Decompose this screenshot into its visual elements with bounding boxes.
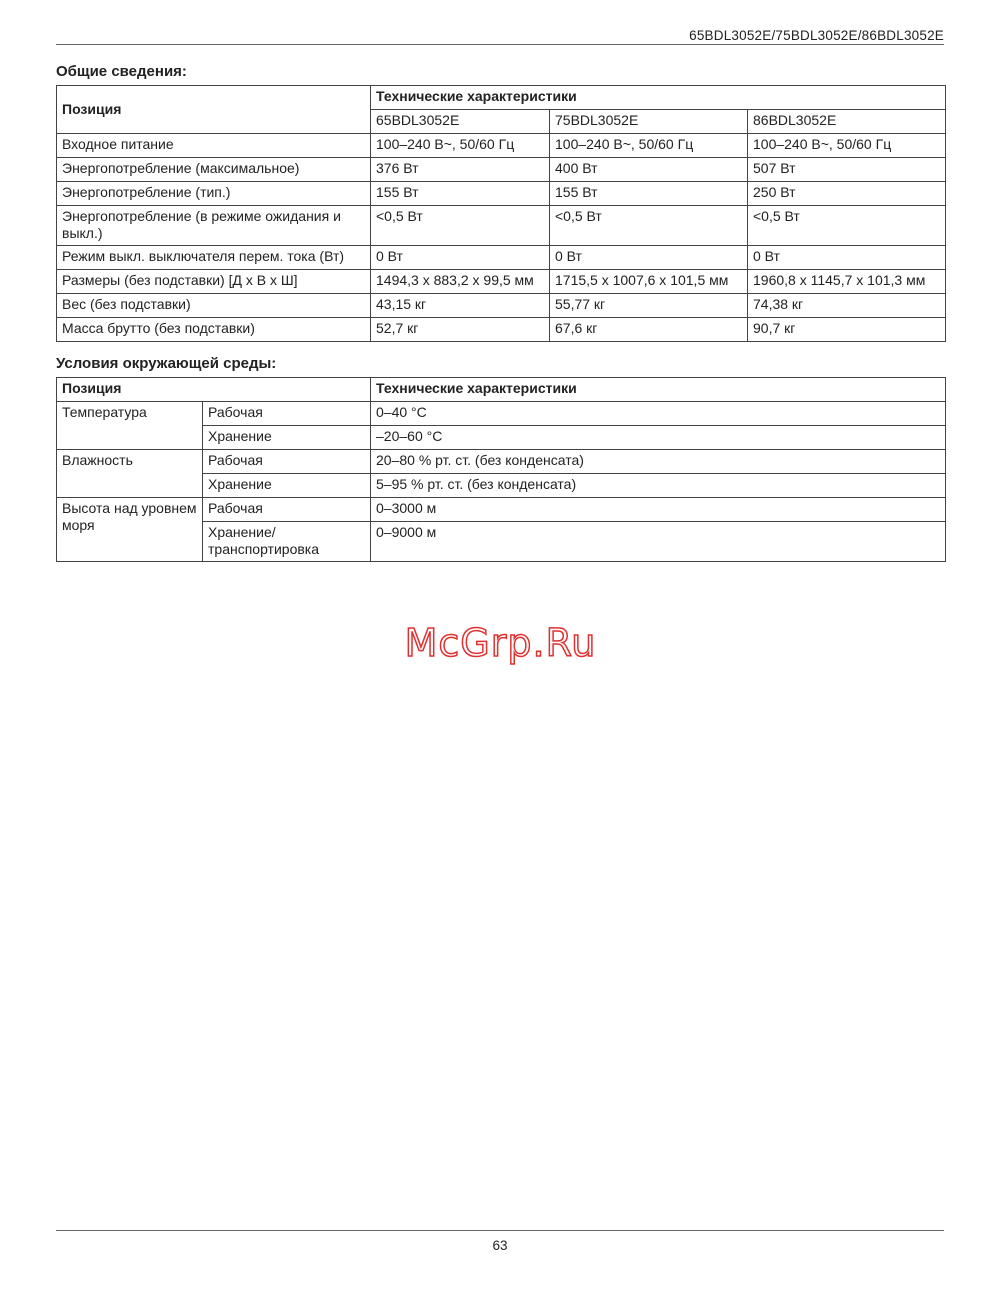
table-row: Входное питание 100–240 В~, 50/60 Гц 100–2… — [56, 133, 947, 158]
cell-value: 250 Вт — [746, 181, 947, 206]
table-row: Влажность Рабочая 20–80 % рт. ст. (без кон… — [56, 449, 947, 498]
header-divider — [56, 44, 944, 45]
table-row: Режим выкл. выключателя перем. тока (Вт)… — [56, 245, 947, 270]
model-header: 86BDL3052E — [746, 109, 947, 134]
row-label: Энергопотребление (тип.) — [56, 181, 371, 206]
col-specs: Технические характеристики — [369, 85, 947, 110]
sub-label: Рабочая — [201, 497, 372, 522]
cell-value: 400 Вт — [549, 157, 748, 182]
cell-value: 100–240 В~, 50/60 Гц — [746, 133, 947, 158]
environment-table: Позиция Технические характеристики Темпе… — [55, 377, 947, 562]
footer-divider — [56, 1230, 944, 1231]
cell-value: 55,77 кг — [549, 293, 748, 318]
table-row: Хранение 5–95 % рт. ст. (без конденсата) — [57, 473, 947, 498]
cell-value: 5–95 % рт. ст. (без конденсата) — [370, 473, 947, 498]
table-row: Энергопотребление (в режиме ожидания и в… — [56, 205, 947, 246]
col-specs: Технические характеристики — [370, 377, 947, 402]
table-header-row: Позиция Технические характеристики — [55, 377, 947, 402]
content-flow: Общие сведения: Позиция Технические хара… — [55, 62, 947, 666]
cell-value: 20–80 % рт. ст. (без конденсата) — [370, 449, 947, 474]
environment-section-title: Условия окружающей среды: — [56, 355, 277, 372]
cell-value: 155 Вт — [370, 181, 550, 206]
general-section-title: Общие сведения: — [56, 63, 187, 80]
row-label: Режим выкл. выключателя перем. тока (Вт) — [56, 245, 371, 270]
row-label: Входное питание — [56, 133, 371, 158]
table-row: Хранение/ транспортировка 0–9000 м — [57, 521, 947, 562]
cell-value: <0,5 Вт — [746, 205, 947, 246]
model-header: 65BDL3052E — [370, 109, 550, 134]
group-label: Температура — [56, 401, 203, 450]
general-specs-table: Позиция Технические характеристики 65BDL… — [56, 85, 947, 342]
table-header-row: Позиция Технические характеристики — [56, 85, 947, 134]
cell-value: 67,6 кг — [549, 317, 748, 342]
cell-value: –20–60 °C — [370, 425, 947, 450]
cell-value: 1960,8 x 1145,7 x 101,3 мм — [746, 269, 947, 294]
row-label: Размеры (без подставки) [Д x В x Ш] — [56, 269, 371, 294]
cell-value: 0–40 °C — [370, 401, 947, 426]
cell-value: 74,38 кг — [746, 293, 947, 318]
watermark-logo: McGrp.Ru — [404, 620, 597, 666]
table-row: Размеры (без подставки) [Д x В x Ш] 1494,… — [56, 269, 947, 294]
group-label: Влажность — [56, 449, 203, 498]
cell-value: <0,5 Вт — [549, 205, 748, 246]
model-header-row: 65BDL3052E 75BDL3052E 86BDL3052E — [57, 109, 947, 134]
cell-value: 0 Вт — [549, 245, 748, 270]
cell-value: 52,7 кг — [370, 317, 550, 342]
cell-value: 43,15 кг — [370, 293, 550, 318]
row-label: Энергопотребление (максимальное) — [56, 157, 371, 182]
table-row: Вес (без подставки) 43,15 кг 55,77 кг 74,38… — [56, 293, 947, 318]
cell-value: 0 Вт — [370, 245, 550, 270]
cell-value: 155 Вт — [549, 181, 748, 206]
cell-value: 100–240 В~, 50/60 Гц — [370, 133, 550, 158]
sub-label: Хранение — [201, 473, 372, 498]
cell-value: 90,7 кг — [746, 317, 947, 342]
table-row: Хранение –20–60 °C — [57, 425, 947, 450]
cell-value: 507 Вт — [746, 157, 947, 182]
sub-label: Хранение — [201, 425, 372, 450]
cell-value: 1494,3 x 883,2 x 99,5 мм — [370, 269, 550, 294]
sub-label: Хранение/ транспортировка — [201, 521, 372, 562]
cell-value: <0,5 Вт — [370, 205, 550, 246]
cell-value: 1715,5 x 1007,6 x 101,5 мм — [549, 269, 748, 294]
cell-value: 100–240 В~, 50/60 Гц — [549, 133, 748, 158]
cell-value: 0–9000 м — [370, 521, 947, 562]
table-row: Температура Рабочая 0–40 °C — [56, 401, 947, 450]
table-row: Высота над уровнем моря Рабочая 0–3000 м — [56, 497, 947, 562]
row-label: Энергопотребление (в режиме ожидания и в… — [56, 205, 371, 246]
cell-value: 0–3000 м — [370, 497, 947, 522]
sub-label: Рабочая — [201, 449, 372, 474]
cell-value: 0 Вт — [746, 245, 947, 270]
row-label: Вес (без подставки) — [56, 293, 371, 318]
table-row: Энергопотребление (тип.) 155 Вт 155 Вт 250 … — [56, 181, 947, 206]
sub-label: Рабочая — [201, 401, 372, 426]
group-label: Высота над уровнем моря — [56, 497, 203, 562]
table-row: Энергопотребление (максимальное) 376 Вт 40… — [56, 157, 947, 182]
col-position: Позиция — [55, 377, 372, 402]
header-models: 65BDL3052E/75BDL3052E/86BDL3052E — [689, 28, 944, 43]
row-label: Масса брутто (без подставки) — [56, 317, 371, 342]
page-number: 63 — [492, 1238, 508, 1253]
col-position: Позиция — [56, 85, 371, 134]
table-row: Масса брутто (без подставки) 52,7 кг 67,6 … — [56, 317, 947, 342]
cell-value: 376 Вт — [370, 157, 550, 182]
model-header: 75BDL3052E — [549, 109, 748, 134]
